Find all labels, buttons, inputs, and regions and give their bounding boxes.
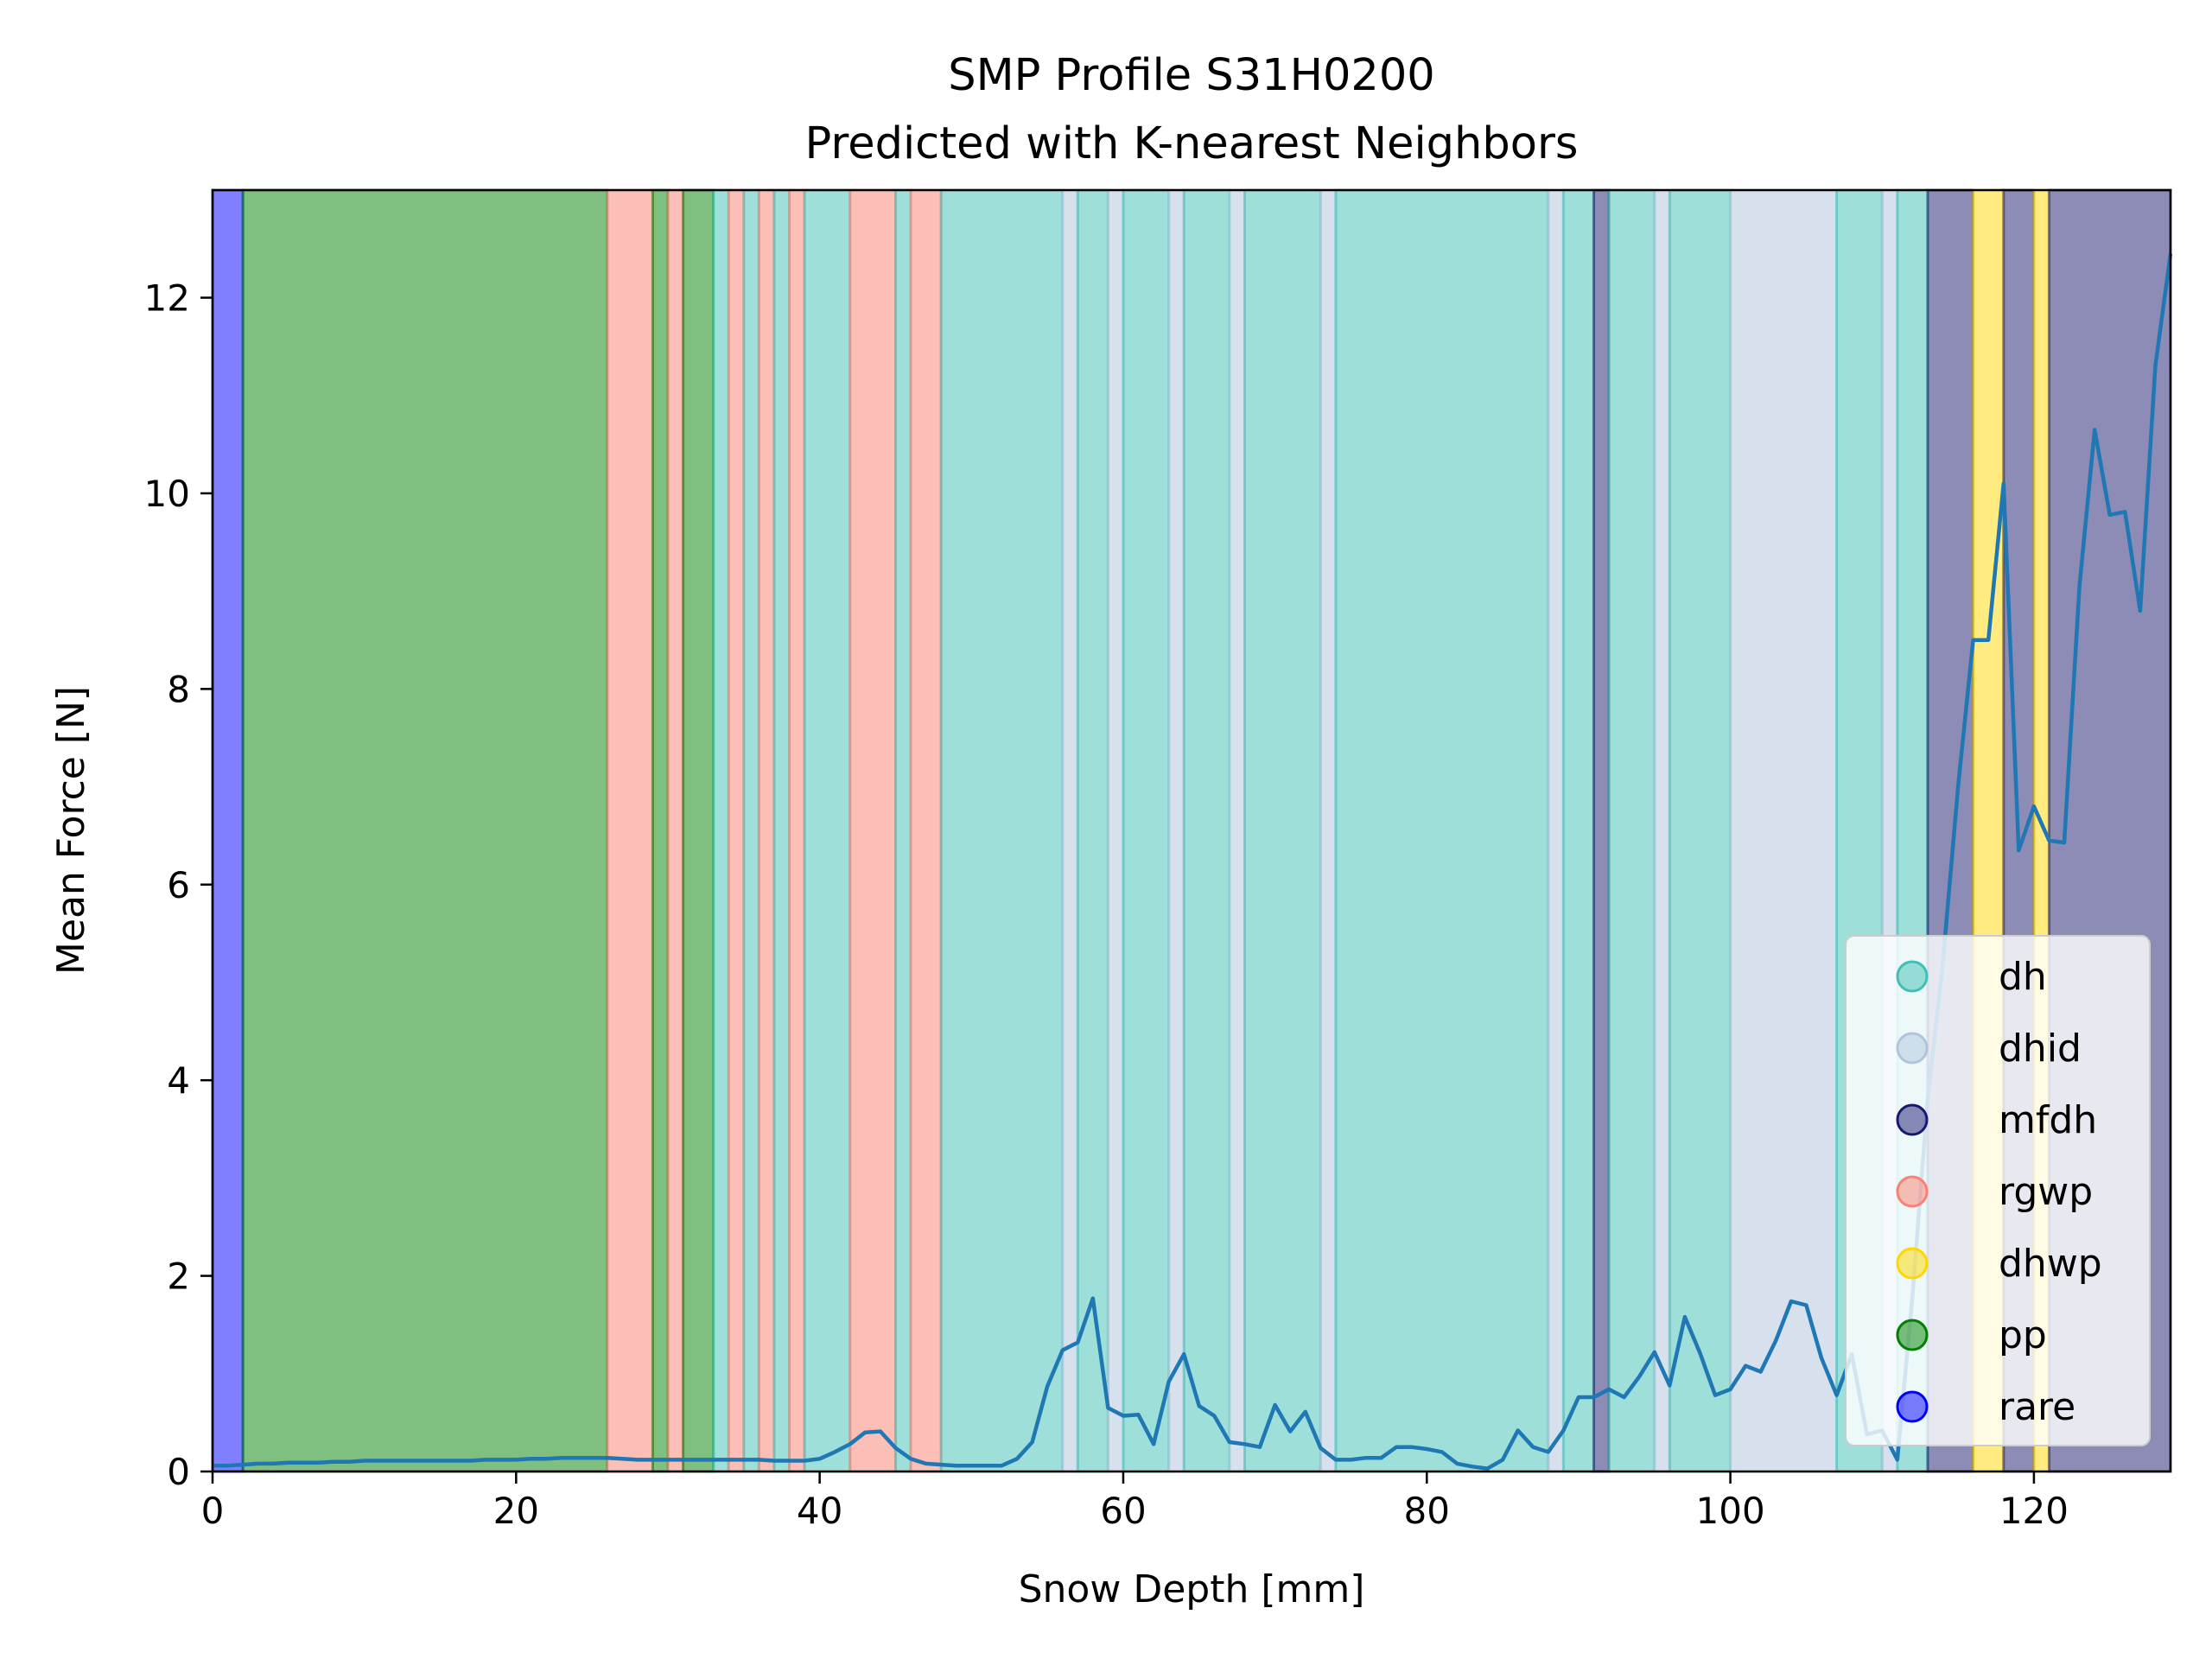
layer-dhid — [1547, 188, 1565, 1473]
x-tick-label: 20 — [493, 1490, 539, 1532]
y-tick-label: 12 — [144, 277, 190, 320]
x-axis: 0 20 40 60 80 100 120 — [201, 1471, 2069, 1532]
y-tick-label: 4 — [167, 1059, 190, 1102]
layer-rgwp — [788, 188, 806, 1473]
layer-rgwp — [727, 188, 746, 1473]
legend-label-dhid: dhid — [1999, 1027, 2082, 1071]
layer-pp — [651, 188, 670, 1473]
x-tick-label: 100 — [1696, 1490, 1765, 1532]
layer-dh — [1076, 188, 1109, 1473]
legend-marker-dh — [1896, 960, 1929, 993]
legend-marker-rgwp — [1896, 1175, 1929, 1208]
y-tick-label: 6 — [167, 864, 190, 906]
y-tick-label: 2 — [167, 1255, 190, 1298]
legend: dh dhid mfdh rgwp dhwp pp rare — [1845, 935, 2151, 1446]
legend-label-mfdh: mfdh — [1999, 1098, 2097, 1142]
legend-marker-dhwp — [1896, 1247, 1929, 1280]
layer-rgwp — [849, 188, 897, 1473]
legend-box — [1845, 935, 2151, 1446]
x-tick-label: 60 — [1100, 1490, 1146, 1532]
class-layers — [211, 188, 2172, 1473]
x-tick-label: 80 — [1404, 1490, 1450, 1532]
layer-dhid — [1061, 188, 1079, 1473]
y-axis-label: Mean Force [N] — [49, 686, 93, 975]
layer-pp — [241, 188, 609, 1473]
layer-rgwp — [757, 188, 776, 1473]
legend-marker-dhid — [1896, 1032, 1929, 1065]
legend-label-dh: dh — [1999, 955, 2047, 999]
chart-subtitle: Predicted with K-nearest Neighbors — [805, 118, 1579, 169]
legend-label-rare: rare — [1999, 1385, 2075, 1429]
legend-items: dh dhid mfdh rgwp dhwp pp rare — [1896, 955, 2102, 1429]
layer-rgwp — [909, 188, 943, 1473]
layer-pp — [682, 188, 715, 1473]
layer-dh — [893, 188, 912, 1473]
layer-rgwp — [606, 188, 654, 1473]
layer-rgwp — [666, 188, 685, 1473]
layer-dh — [1668, 188, 1732, 1473]
layer-dh — [1243, 188, 1322, 1473]
x-tick-label: 0 — [201, 1490, 225, 1532]
layer-dh — [1607, 188, 1656, 1473]
layer-dh — [1561, 188, 1595, 1473]
layer-dhid — [1167, 188, 1185, 1473]
mean-force-line — [213, 253, 2173, 1471]
layer-dhid — [1106, 188, 1125, 1473]
force-line-layer — [213, 253, 2173, 1471]
layer-dh — [1122, 188, 1171, 1473]
legend-label-rgwp: rgwp — [1999, 1170, 2093, 1214]
chart-title: SMP Profile S31H0200 — [948, 50, 1435, 101]
layer-dhid — [1228, 188, 1246, 1473]
legend-marker-pp — [1896, 1319, 1929, 1351]
layer-dhid — [1653, 188, 1671, 1473]
layer-dh — [742, 188, 760, 1473]
layer-dhid — [1319, 188, 1338, 1473]
x-tick-label: 120 — [1999, 1490, 2069, 1532]
y-tick-label: 10 — [144, 473, 190, 515]
y-tick-label: 0 — [167, 1451, 190, 1493]
legend-label-dhwp: dhwp — [1999, 1242, 2102, 1286]
layer-dh — [803, 188, 852, 1473]
legend-marker-mfdh — [1896, 1103, 1929, 1136]
layer-mfdh — [1592, 188, 1611, 1473]
plot-frame — [211, 188, 2172, 1473]
x-axis-label: Snow Depth [mm] — [1019, 1567, 1365, 1611]
x-tick-label: 40 — [797, 1490, 842, 1532]
layer-dhid — [1729, 188, 1839, 1473]
layer-dh — [939, 188, 1065, 1473]
legend-marker-rare — [1896, 1390, 1929, 1423]
layer-dh — [1334, 188, 1550, 1473]
layer-dh — [712, 188, 730, 1473]
y-axis: 0 2 4 6 8 10 12 — [144, 277, 213, 1493]
layer-rare — [211, 188, 245, 1473]
y-tick-label: 8 — [167, 668, 190, 710]
layer-dh — [772, 188, 791, 1473]
legend-label-pp: pp — [1999, 1313, 2047, 1357]
layer-dh — [1182, 188, 1231, 1473]
